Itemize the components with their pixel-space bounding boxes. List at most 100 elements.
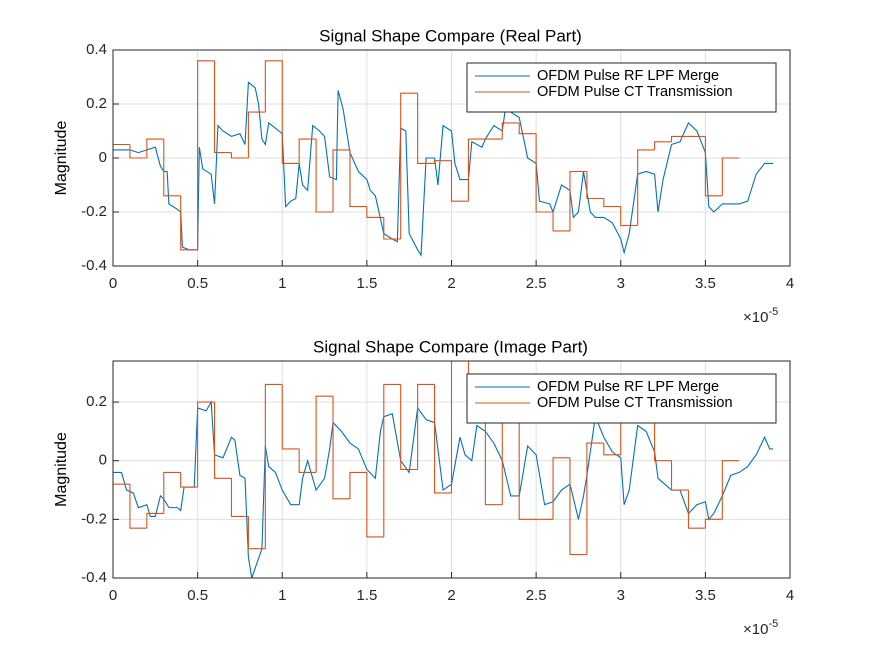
series-line: [113, 81, 774, 257]
step-segment: [654, 416, 672, 462]
step-segment: [450, 160, 469, 202]
step-segment: [349, 149, 367, 208]
step-segment: [349, 471, 367, 499]
step-segment: [501, 122, 520, 140]
step-segment: [298, 448, 317, 473]
y-tick-label: 0.4: [86, 41, 107, 58]
step-segment: [281, 384, 300, 450]
step-segment: [603, 443, 621, 456]
axes: 0 0.5 1 1.5 2 2.5 3 3.5 4 -0.4 -0.2 0 0.2 Signal Shap…: [53, 337, 794, 637]
step-segment: [197, 60, 215, 250]
legend-box: [466, 373, 777, 424]
step-segment: [332, 396, 350, 500]
step-segment: [704, 518, 723, 529]
x-exponent-base: ×10: [743, 621, 768, 638]
legend-box: [466, 62, 777, 113]
step-segment: [180, 195, 198, 251]
y-axis-label: Magnitude: [53, 121, 70, 196]
y-tick-label: -0.4: [81, 569, 107, 586]
step-segment: [586, 442, 604, 555]
step-segment: [264, 383, 283, 549]
step-segment: [146, 512, 164, 529]
step-segment: [281, 60, 300, 164]
axes-box: [112, 49, 791, 267]
x-tick-label: 0.5: [187, 587, 208, 604]
step-segment: [552, 457, 570, 520]
step-segment: [264, 60, 283, 113]
step-segment: [434, 384, 452, 494]
x-tick-label: 4: [786, 587, 794, 604]
step-segment: [146, 138, 164, 158]
step-segment: [654, 141, 672, 150]
step-segment: [129, 144, 147, 159]
step-segment: [552, 212, 570, 232]
legend-label: OFDM Pulse CT Transmission: [537, 84, 733, 100]
step-segment: [518, 122, 537, 135]
step-segment: [180, 472, 198, 488]
x-tick-label: 1: [278, 275, 286, 292]
x-exponent-power: -5: [768, 618, 778, 630]
step-segment: [620, 206, 638, 227]
legend-label: OFDM Pulse CT Transmission: [537, 395, 733, 411]
legend-label: OFDM Pulse RF LPF Merge: [537, 68, 719, 84]
step-segment: [129, 484, 147, 529]
x-exponent: ×10-5: [743, 618, 778, 638]
step-segment: [704, 136, 723, 197]
y-tick-label: -0.2: [81, 203, 107, 220]
chart-title: Signal Shape Compare (Image Part): [313, 337, 588, 356]
step-segment: [586, 171, 604, 200]
step-segment: [366, 206, 384, 218]
step-segment: [315, 395, 334, 473]
legend-label: OFDM Pulse RF LPF Merge: [537, 379, 719, 395]
step-segment: [434, 160, 452, 164]
axes: 0 0.5 1 1.5 2 2.5 3 3.5 4 -0.4 -0.2 0 0.2 0.4 Signal S…: [53, 26, 794, 325]
step-segment: [569, 457, 587, 556]
step-segment: [230, 152, 249, 159]
chart-title: Signal Shape Compare (Real Part): [319, 26, 582, 45]
x-tick-label: 0: [109, 275, 117, 292]
step-segment: [366, 472, 384, 538]
y-tick-label: -0.4: [81, 257, 107, 274]
x-tick-label: 2.5: [526, 275, 547, 292]
x-tick-label: 3: [617, 275, 625, 292]
step-segment: [383, 217, 401, 240]
x-tick-label: 0: [109, 587, 117, 604]
step-segment: [230, 478, 249, 517]
step-segment: [721, 157, 740, 196]
x-tick-label: 2: [447, 275, 455, 292]
step-segment: [214, 60, 232, 154]
x-tick-label: 3: [617, 587, 625, 604]
x-tick-label: 1.5: [356, 275, 377, 292]
step-segment: [417, 383, 435, 470]
step-segment: [417, 93, 435, 164]
x-tick-label: 2: [447, 587, 455, 604]
step-segment: [332, 149, 350, 212]
step-segment: [721, 460, 740, 520]
step-segment: [518, 396, 537, 520]
step-segment: [670, 135, 689, 142]
step-segment: [163, 471, 181, 514]
step-segment: [400, 384, 418, 471]
step-segment: [670, 460, 689, 491]
step-segment: [400, 92, 418, 239]
step-segment: [163, 139, 181, 197]
x-exponent-base: ×10: [743, 309, 768, 326]
x-tick-label: 1: [278, 587, 286, 604]
step-segment: [569, 170, 587, 231]
step-segment: [197, 401, 215, 488]
x-tick-label: 3.5: [695, 275, 716, 292]
step-segment: [637, 149, 655, 226]
step-segment: [603, 198, 621, 208]
step-segment: [687, 490, 706, 529]
y-tick-label: 0.2: [86, 95, 107, 112]
x-tick-label: 0.5: [187, 275, 208, 292]
plot-lines: [113, 60, 774, 257]
series-line: [113, 400, 774, 578]
x-tick-label: 1.5: [356, 587, 377, 604]
step-segment: [535, 133, 554, 213]
step-segment: [247, 516, 266, 550]
